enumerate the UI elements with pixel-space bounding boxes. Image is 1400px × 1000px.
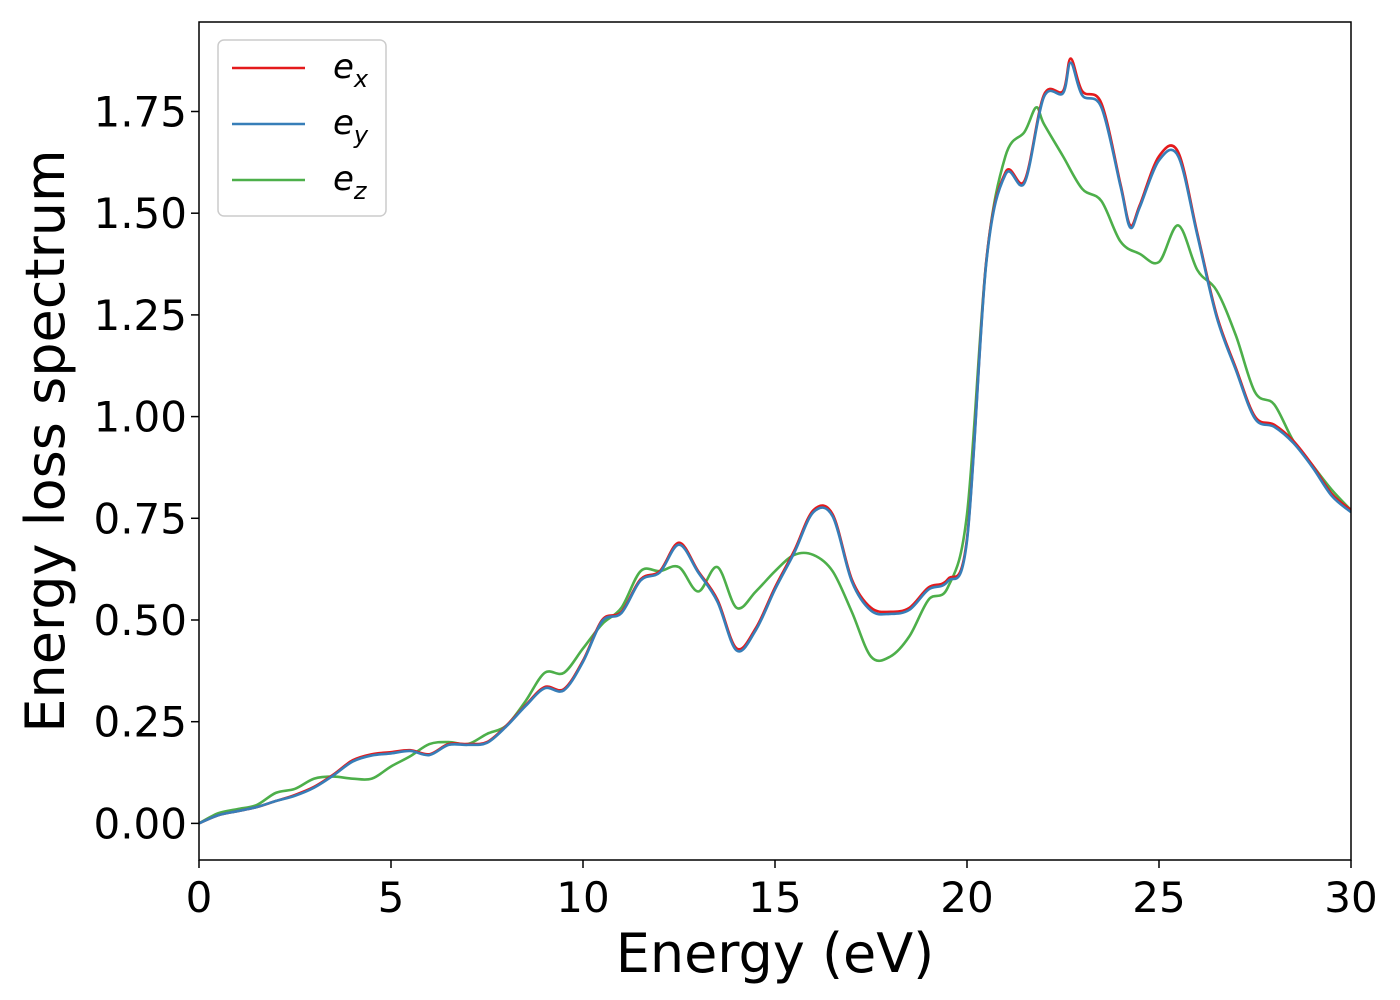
legend-label-z: ez: [333, 159, 368, 205]
x-tick-label: 10: [556, 873, 609, 922]
y-tick-label: 1.75: [93, 87, 187, 136]
x-tick-label: 15: [748, 873, 801, 922]
y-tick-label: 0.50: [93, 596, 187, 645]
y-tick-label: 0.25: [93, 698, 187, 747]
legend-label-x: ex: [333, 47, 369, 93]
series-line-y: [199, 61, 1351, 825]
x-tick-label: 0: [186, 873, 213, 922]
plot-lines: [199, 57, 1351, 825]
y-axis-title: Energy loss spectrum: [14, 149, 77, 732]
x-tick-label: 30: [1324, 873, 1377, 922]
y-tick-label: 0.00: [93, 799, 187, 848]
legend-label-y: ey: [333, 103, 369, 149]
x-tick-label: 5: [378, 873, 405, 922]
y-tick-label: 1.50: [93, 189, 187, 238]
y-tick-label: 1.25: [93, 291, 187, 340]
y-tick-label: 0.75: [93, 494, 187, 543]
y-tick-label: 1.00: [93, 393, 187, 442]
legend: ex ey ez: [217, 39, 387, 217]
legend-box: [217, 39, 387, 217]
x-axis-title: Energy (eV): [616, 922, 935, 985]
x-tick-label: 25: [1132, 873, 1185, 922]
y-axis: 0.00 0.25 0.50 0.75 1.00 1.25 1.50 1.75: [93, 87, 199, 848]
x-axis: 0 5 10 15 20 25 30: [186, 860, 1378, 922]
x-tick-label: 20: [940, 873, 993, 922]
